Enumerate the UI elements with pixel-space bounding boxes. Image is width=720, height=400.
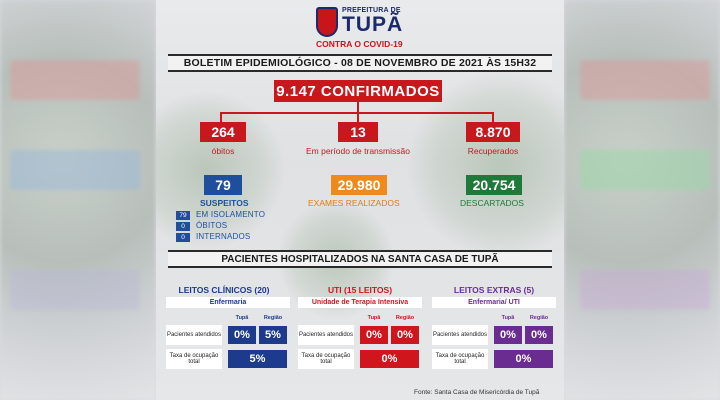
row-occupancy-label: Taxa de ocupação total (298, 349, 354, 369)
deaths-label: óbitos (211, 146, 235, 156)
discarded-label: DESCARTADOS (460, 198, 524, 208)
row-attended-label: Pacientes atendidos (298, 325, 354, 345)
bulletin-poster: PREFEITURA DE TUPÃ CONTRA O COVID-19 BOL… (156, 0, 564, 400)
hospitalized-value: 0 (176, 233, 190, 242)
prefeitura-logo: PREFEITURA DE TUPÃ CONTRA O COVID-19 (316, 3, 416, 49)
city-crest-icon (316, 7, 338, 37)
clinical-total-value: 5% (228, 350, 287, 368)
suspect-deaths-value: 0 (176, 222, 190, 231)
hospitalized-label: INTERNADOS (196, 232, 251, 241)
suspects-value: 79 (204, 175, 242, 195)
extra-regiao-value: 0% (525, 326, 553, 344)
col-regiao-label: Região (263, 315, 283, 321)
hospital-title: PACIENTES HOSPITALIZADOS NA SANTA CASA D… (168, 250, 552, 268)
confirmed-count: 9.147 CONFIRMADOS (274, 80, 442, 102)
recovered-label: Recuperados (467, 146, 519, 156)
isolation-label: EM ISOLAMENTO (196, 210, 266, 219)
logo-subtitle: CONTRA O COVID-19 (316, 39, 403, 49)
icu-regiao-value: 0% (391, 326, 419, 344)
discarded-value: 20.754 (466, 175, 522, 195)
row-occupancy-label: Taxa de ocupação total (432, 349, 488, 369)
recovered-value: 8.870 (466, 122, 520, 142)
row-attended-label: Pacientes atendidos (166, 325, 222, 345)
logo-small-text: PREFEITURA DE (342, 7, 401, 14)
icu-subtitle: Unidade de Terapia Intensiva (298, 297, 422, 308)
exams-value: 29.980 (331, 175, 387, 195)
blurred-background-right (564, 0, 720, 400)
clinical-beds-title: LEITOS CLÍNICOS (20) (178, 285, 270, 295)
extra-beds-subtitle: Enfermaria/ UTI (432, 297, 556, 308)
col-tupa-label: Tupã (235, 315, 249, 321)
suspect-deaths-label: ÓBITOS (196, 221, 228, 230)
exams-label: EXAMES REALIZADOS (308, 198, 400, 208)
isolation-value: 79 (176, 211, 190, 220)
source-note: Fonte: Santa Casa de Misericórdia de Tup… (414, 389, 540, 396)
extra-tupa-value: 0% (494, 326, 522, 344)
connector-line (357, 102, 359, 122)
transmission-value: 13 (338, 122, 378, 142)
blurred-background-left (0, 0, 156, 400)
clinical-tupa-value: 0% (228, 326, 256, 344)
connector-line (492, 112, 494, 122)
row-attended-label: Pacientes atendidos (432, 325, 488, 345)
col-tupa-label: Tupã (501, 315, 515, 321)
transmission-label: Em período de transmissão (306, 146, 410, 156)
bulletin-title: BOLETIM EPIDEMIOLÓGICO - 08 DE NOVEMBRO … (168, 54, 552, 72)
col-regiao-label: Região (529, 315, 549, 321)
suspects-label: SUSPEITOS (200, 198, 249, 208)
deaths-value: 264 (200, 122, 246, 142)
icu-tupa-value: 0% (360, 326, 388, 344)
extra-beds-title: LEITOS EXTRAS (5) (453, 285, 535, 295)
icu-total-value: 0% (360, 350, 419, 368)
clinical-beds-subtitle: Enfermaria (166, 297, 290, 308)
extra-total-value: 0% (494, 350, 553, 368)
icu-title: UTI (15 LEITOS) (327, 285, 393, 295)
col-regiao-label: Região (395, 315, 415, 321)
row-occupancy-label: Taxa de ocupação total (166, 349, 222, 369)
logo-city-name: TUPÃ (342, 13, 404, 36)
col-tupa-label: Tupã (367, 315, 381, 321)
connector-line (220, 112, 222, 122)
clinical-regiao-value: 5% (259, 326, 287, 344)
